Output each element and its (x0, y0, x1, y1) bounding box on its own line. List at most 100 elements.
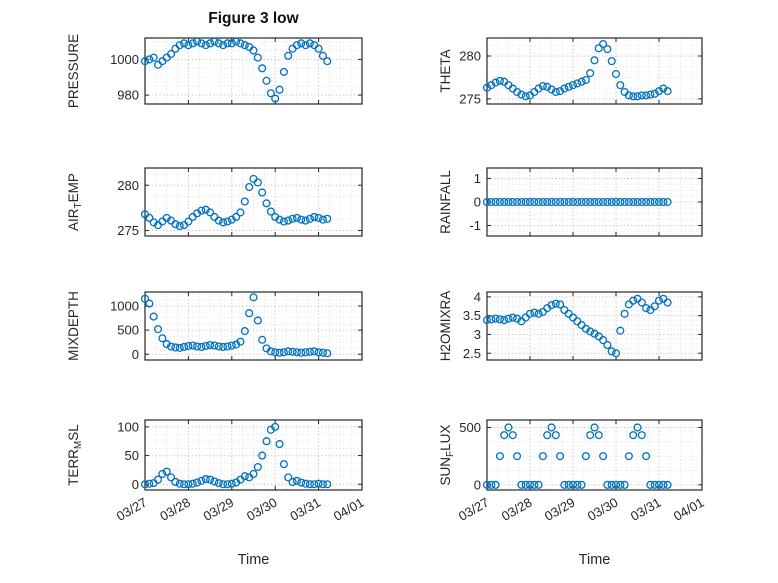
data-point-marker (500, 197, 509, 207)
data-point-marker (560, 480, 569, 489)
data-point-marker (663, 197, 672, 207)
data-point-marker (495, 315, 504, 324)
data-points (483, 39, 672, 101)
data-point-marker (206, 475, 215, 484)
data-point-marker (236, 337, 245, 346)
data-point-marker (603, 340, 612, 350)
data-point-marker (581, 197, 590, 207)
data-point-marker (223, 217, 232, 226)
data-point-marker (197, 39, 206, 48)
data-point-marker (232, 212, 241, 222)
data-point-marker (145, 479, 154, 488)
data-point-marker (659, 480, 668, 489)
data-point-marker (253, 53, 262, 62)
data-point-marker (153, 325, 163, 334)
data-point-marker (581, 324, 590, 333)
y-tick-label: 275 (117, 223, 139, 238)
data-point-marker (616, 326, 625, 335)
data-point-marker (314, 348, 323, 357)
x-tick-label: 03/28 (157, 495, 193, 524)
data-point-marker (279, 348, 288, 357)
data-point-marker (305, 39, 314, 48)
data-point-marker (266, 347, 275, 356)
x-axis-label-left: Time (237, 552, 270, 568)
data-point-marker (543, 82, 552, 91)
data-point-marker (288, 347, 297, 356)
y-tick-label: 500 (459, 420, 481, 435)
data-point-marker (500, 431, 509, 440)
data-point-marker (538, 81, 547, 91)
data-point-marker (262, 199, 271, 208)
data-point-marker (275, 85, 284, 94)
y-tick-label: 0 (132, 477, 139, 492)
data-point-marker (310, 212, 319, 222)
data-point-marker (249, 46, 258, 55)
data-point-marker (188, 39, 197, 48)
data-point-marker (495, 76, 504, 85)
y-tick-label: 1000 (110, 299, 139, 314)
data-point-marker (633, 197, 642, 207)
data-point-marker (599, 39, 608, 49)
data-point-marker (633, 92, 642, 101)
data-point-marker (158, 334, 167, 343)
data-point-marker (301, 348, 310, 357)
data-point-marker (577, 77, 586, 86)
data-point-marker (547, 301, 556, 310)
data-point-marker (530, 197, 539, 207)
data-point-marker (611, 480, 621, 489)
data-point-marker (292, 348, 301, 357)
data-point-marker (318, 480, 327, 489)
data-point-marker (188, 479, 197, 488)
data-point-marker (223, 480, 232, 489)
data-point-marker (292, 476, 301, 485)
data-point-marker (314, 213, 323, 222)
data-point-marker (534, 197, 543, 207)
data-point-marker (650, 197, 659, 207)
data-point-marker (483, 480, 492, 489)
y-axis-label: SUNFLUX (438, 425, 456, 486)
data-point-marker (556, 197, 565, 207)
subplot-pressure: 980 1000 PRESSURE (66, 34, 363, 108)
data-point-marker (663, 87, 672, 96)
data-point-marker (271, 422, 280, 431)
data-point-marker (543, 431, 552, 440)
data-point-marker (654, 197, 664, 207)
data-point-marker (253, 178, 262, 187)
data-point-marker (521, 92, 530, 101)
data-point-marker (534, 309, 543, 318)
data-point-marker (586, 197, 595, 207)
data-point-marker (564, 197, 573, 207)
data-points (483, 197, 672, 207)
y-tick-label: 275 (459, 91, 481, 106)
data-point-marker (323, 480, 332, 489)
data-point-marker (197, 342, 206, 352)
data-point-marker (275, 215, 284, 224)
data-point-marker (219, 480, 228, 489)
data-point-marker (284, 347, 293, 356)
data-point-marker (223, 39, 232, 48)
data-point-marker (487, 81, 496, 90)
data-point-marker (483, 316, 492, 325)
y-tick-label: -1 (469, 218, 481, 233)
data-point-marker (171, 343, 180, 352)
y-tick-label: 280 (459, 49, 481, 64)
data-point-marker (284, 51, 293, 60)
data-point-marker (650, 302, 659, 311)
data-point-marker (301, 41, 310, 50)
data-point-marker (646, 480, 655, 489)
data-point-marker (305, 214, 314, 223)
data-point-marker (184, 341, 193, 351)
data-point-marker (611, 349, 621, 358)
data-point-marker (508, 431, 517, 440)
data-point-marker (206, 208, 215, 217)
data-point-marker (487, 197, 496, 207)
subplot-theta: 275 280 THETA (438, 37, 703, 106)
data-point-marker (180, 480, 189, 489)
data-point-marker (663, 298, 672, 307)
data-point-marker (305, 347, 314, 356)
data-point-marker (145, 55, 154, 64)
data-point-marker (495, 452, 504, 461)
data-point-marker (491, 197, 500, 207)
data-point-marker (607, 347, 616, 356)
